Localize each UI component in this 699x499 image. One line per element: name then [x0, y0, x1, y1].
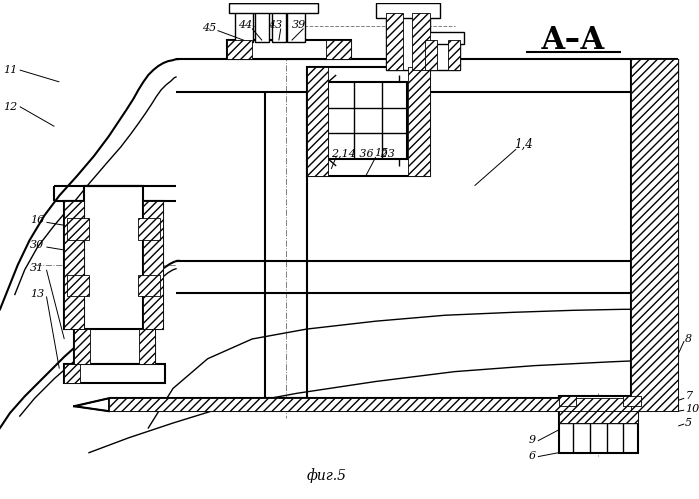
- Bar: [661, 261, 678, 293]
- Text: 16: 16: [30, 216, 45, 226]
- Bar: [661, 59, 678, 92]
- Text: 43: 43: [268, 19, 282, 29]
- Text: 31: 31: [30, 263, 45, 273]
- Bar: [386, 12, 403, 70]
- Text: 7: 7: [685, 391, 692, 401]
- Bar: [448, 40, 460, 70]
- Text: А–А: А–А: [541, 25, 606, 56]
- Bar: [236, 10, 253, 42]
- Text: 2,14 36  23: 2,14 36 23: [331, 148, 395, 158]
- Polygon shape: [74, 398, 109, 411]
- Text: 5: 5: [685, 418, 692, 428]
- Bar: [67, 219, 89, 240]
- Bar: [419, 32, 463, 44]
- Text: 39: 39: [291, 19, 305, 29]
- Bar: [376, 3, 440, 17]
- Bar: [67, 275, 89, 296]
- Bar: [287, 10, 305, 42]
- Text: 13: 13: [30, 289, 45, 299]
- Text: 1,4: 1,4: [514, 138, 533, 151]
- Bar: [425, 40, 460, 70]
- Text: 8: 8: [685, 334, 692, 344]
- Bar: [64, 364, 165, 383]
- Bar: [559, 396, 577, 406]
- Bar: [64, 364, 80, 383]
- Bar: [329, 82, 408, 159]
- Bar: [109, 398, 661, 411]
- Bar: [623, 396, 641, 406]
- Bar: [64, 201, 163, 329]
- Bar: [227, 40, 252, 59]
- Bar: [661, 309, 678, 360]
- Bar: [84, 186, 143, 342]
- Bar: [143, 201, 163, 329]
- Text: 12: 12: [3, 102, 17, 112]
- Bar: [139, 329, 155, 364]
- Text: 11: 11: [3, 65, 17, 75]
- Bar: [559, 396, 641, 406]
- Bar: [272, 8, 286, 42]
- Bar: [227, 40, 351, 59]
- Bar: [661, 398, 678, 411]
- Text: 6: 6: [528, 451, 536, 461]
- Bar: [306, 67, 329, 176]
- Bar: [425, 40, 437, 70]
- Bar: [229, 3, 318, 12]
- Bar: [559, 411, 637, 423]
- Bar: [74, 329, 90, 364]
- Bar: [74, 329, 155, 364]
- Text: 15: 15: [374, 148, 388, 158]
- Bar: [559, 411, 637, 453]
- Text: 30: 30: [30, 240, 45, 250]
- Text: 9: 9: [528, 435, 536, 445]
- Bar: [630, 59, 678, 411]
- Text: фиг.5: фиг.5: [306, 468, 346, 483]
- Bar: [255, 8, 269, 42]
- Bar: [326, 40, 351, 59]
- Bar: [408, 67, 430, 176]
- Bar: [64, 201, 84, 329]
- Text: 44: 44: [238, 19, 252, 29]
- Bar: [306, 67, 430, 176]
- Bar: [138, 219, 160, 240]
- Text: 45: 45: [203, 22, 217, 32]
- Bar: [412, 12, 430, 70]
- Text: 10: 10: [685, 404, 699, 414]
- Bar: [386, 12, 430, 70]
- Bar: [138, 275, 160, 296]
